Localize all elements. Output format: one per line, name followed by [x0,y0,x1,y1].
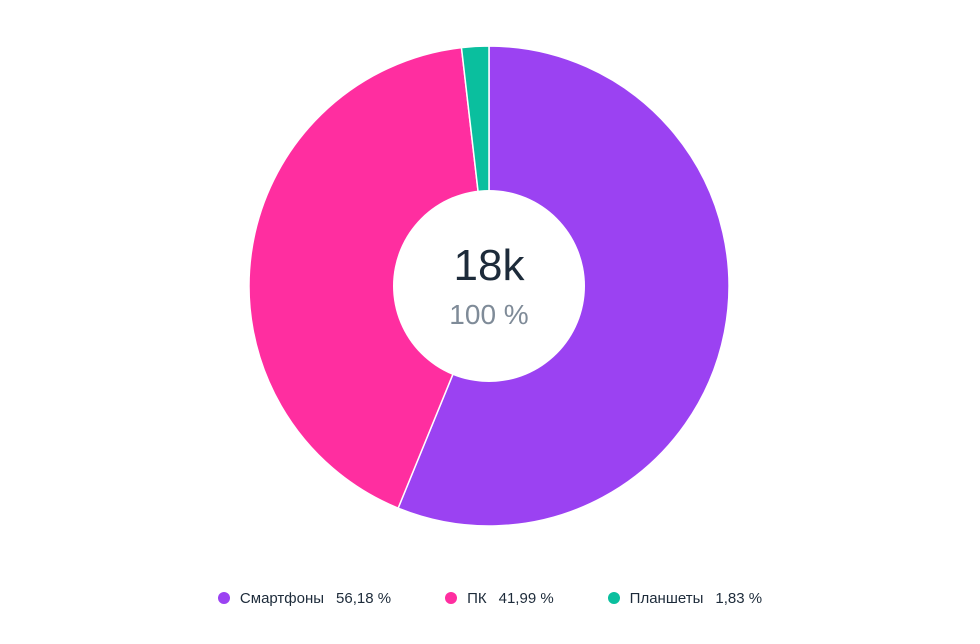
legend-item-smartphones[interactable]: Смартфоны 56,18 % [217,589,392,607]
legend-label-tablets: Планшеты [629,589,704,607]
legend-label-smartphones: Смартфоны [239,589,325,607]
legend-value-tablets: 1,83 % [715,589,763,607]
legend-item-pc[interactable]: ПК 41,99 % [445,590,554,607]
donut-hole [393,190,585,382]
slice-pc[interactable] [248,46,490,510]
legend-value-pc: 41,99 % [498,589,554,607]
legend-dot-tablets [607,592,620,604]
legend-dot-smartphones [217,592,230,604]
legend-item-tablets[interactable]: Планшеты 1,83 % [607,589,763,607]
legend-label-pc: ПК [467,589,487,607]
legend-dot-pc [445,592,458,604]
legend: Смартфоны 56,18 % ПК 41,99 % Планшеты 1,… [0,586,980,610]
center-total-value: 18k [454,241,526,290]
center-total-percent: 100 % [449,299,528,330]
legend-value-smartphones: 56,18 % [336,589,392,607]
